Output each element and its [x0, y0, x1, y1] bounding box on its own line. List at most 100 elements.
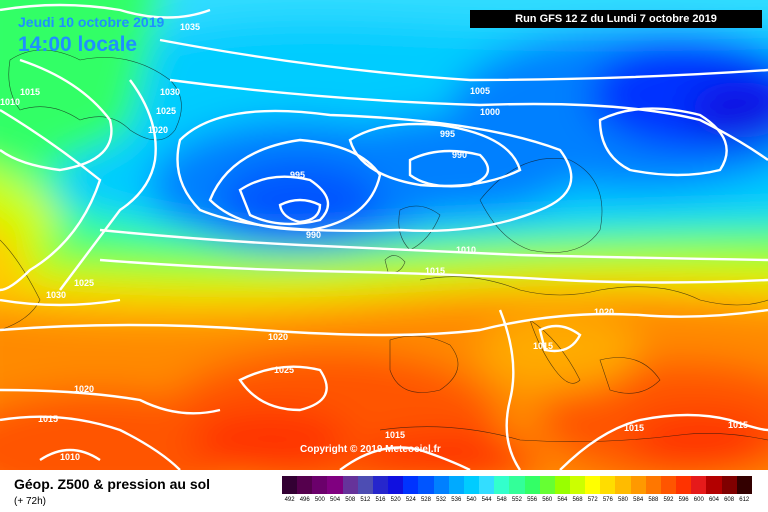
legend-swatch	[554, 476, 570, 494]
legend-swatch	[327, 476, 343, 494]
isobar-label: 1035	[180, 22, 201, 32]
legend-swatch	[630, 476, 646, 494]
legend-swatch	[494, 476, 510, 494]
legend-swatch	[615, 476, 631, 494]
legend-value: 568	[572, 497, 583, 503]
geopotential-color-field	[0, 0, 768, 470]
legend-swatch	[448, 476, 464, 494]
isobar-label: 1010	[0, 97, 21, 107]
legend-swatch	[645, 476, 661, 494]
legend-swatch	[539, 476, 555, 494]
legend-value: 552	[511, 497, 522, 503]
legend-value: 532	[436, 497, 447, 503]
isobar-label: 1015	[425, 266, 446, 276]
legend-swatch	[524, 476, 540, 494]
legend-swatch	[418, 476, 434, 494]
legend-value: 572	[587, 497, 598, 503]
legend-swatch	[463, 476, 480, 494]
isobar-label: 995	[440, 129, 456, 139]
isobar-label: 990	[452, 150, 468, 160]
copyright-text: Copyright © 2019 Meteociel.fr	[300, 444, 441, 455]
isobar-label: 1010	[60, 452, 81, 462]
isobar-label: 995	[290, 170, 306, 180]
isobar-label: 1025	[74, 278, 95, 288]
legend-value: 500	[314, 497, 325, 503]
isobar-label: 1030	[46, 290, 67, 300]
legend-swatch	[509, 476, 525, 494]
isobar-label: 1020	[148, 125, 169, 135]
legend-value: 544	[481, 497, 492, 503]
forecast-date: Jeudi 10 octobre 2019	[18, 14, 165, 30]
legend-swatch	[479, 476, 495, 494]
isobar-label: 1015	[533, 341, 554, 351]
legend-swatch	[282, 476, 298, 494]
isobar-label: 1020	[594, 307, 615, 317]
legend-value: 520	[390, 497, 401, 503]
legend-value: 604	[708, 497, 719, 503]
chart-title: Géop. Z500 & pression au sol	[14, 476, 211, 492]
legend-value: 536	[451, 497, 462, 503]
isobars	[0, 3, 768, 470]
legend-swatch	[600, 476, 616, 494]
legend-swatch	[736, 476, 752, 494]
legend-value: 492	[284, 497, 295, 503]
isobar-label: 1015	[20, 87, 41, 97]
legend-value: 508	[345, 497, 356, 503]
isobar-label: 1010	[456, 245, 477, 255]
isobar-label: 1015	[624, 423, 645, 433]
legend-value: 556	[527, 497, 538, 503]
run-info: Run GFS 12 Z du Lundi 7 octobre 2019	[470, 10, 762, 28]
legend-swatch	[569, 476, 586, 494]
legend-swatch	[660, 476, 677, 494]
legend-value: 608	[724, 497, 735, 503]
legend-value: 580	[618, 497, 629, 503]
forecast-offset: (+ 72h)	[14, 496, 46, 507]
legend-value: 612	[739, 497, 750, 503]
legend-color-bar	[282, 476, 752, 494]
legend-swatch	[357, 476, 373, 494]
isobar-label: 1020	[74, 384, 95, 394]
legend-swatch	[388, 476, 404, 494]
isobar-label: 1020	[268, 332, 289, 342]
isobar-label: 1005	[470, 86, 491, 96]
isobar-label: 1015	[385, 430, 406, 440]
legend-value: 560	[542, 497, 553, 503]
isobar-label: 1025	[274, 365, 295, 375]
legend-value: 596	[678, 497, 689, 503]
legend-swatch	[403, 476, 419, 494]
legend-value: 524	[405, 497, 416, 503]
legend-value: 600	[693, 497, 704, 503]
legend-swatch	[676, 476, 692, 494]
legend-swatch	[691, 476, 707, 494]
geopotential-field	[0, 0, 768, 470]
isobar-label: 1015	[38, 414, 59, 424]
legend-swatch	[372, 476, 389, 494]
color-legend: 492 496 500 504 508 512 516 520 524 528 532 536 540 5…	[282, 476, 752, 506]
isobar-label: 1015	[728, 420, 749, 430]
legend-swatch	[706, 476, 722, 494]
legend-swatch	[585, 476, 601, 494]
isobar-label: 990	[306, 230, 322, 240]
forecast-map: Jeudi 10 octobre 2019 14:00 locale Run G…	[0, 0, 768, 470]
legend-value: 496	[299, 497, 310, 503]
legend-value: 528	[420, 497, 431, 503]
forecast-time: 14:00 locale	[18, 33, 138, 56]
legend-value: 564	[557, 497, 568, 503]
isobar-label: 1030	[160, 87, 181, 97]
legend-swatch	[433, 476, 449, 494]
coastlines	[0, 49, 768, 442]
legend-swatch	[342, 476, 358, 494]
legend-value: 548	[496, 497, 507, 503]
legend-value: 540	[466, 497, 477, 503]
legend-value-labels: 492 496 500 504 508 512 516 520 524 528 532 536 540 5…	[282, 496, 752, 506]
legend-value: 584	[633, 497, 644, 503]
legend-value: 504	[330, 497, 341, 503]
legend-value: 512	[360, 497, 371, 503]
legend-value: 592	[663, 497, 674, 503]
legend-swatch	[312, 476, 328, 494]
legend-swatch	[297, 476, 313, 494]
isobar-label: 1025	[156, 106, 177, 116]
legend-value: 588	[648, 497, 659, 503]
legend-swatch	[721, 476, 737, 494]
legend-value: 576	[602, 497, 613, 503]
